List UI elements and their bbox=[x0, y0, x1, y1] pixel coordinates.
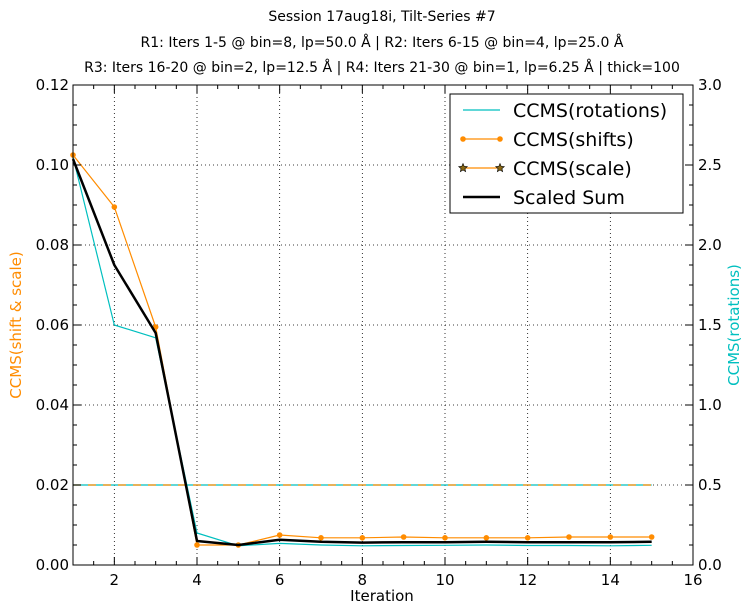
y-right-tick-label: 0.0 bbox=[698, 556, 722, 574]
x-tick-label: 4 bbox=[192, 571, 202, 589]
y-left-tick-label: 0.02 bbox=[36, 476, 69, 494]
y-left-tick-label: 0.04 bbox=[36, 396, 69, 414]
y-axis-label-left: CCMS(shift & scale) bbox=[7, 251, 25, 398]
chart-title-line-2: R1: Iters 1-5 @ bin=8, lp=50.0 Å | R2: I… bbox=[141, 34, 624, 51]
point-shifts bbox=[483, 535, 490, 541]
y-left-tick-label: 0.12 bbox=[36, 76, 69, 94]
x-tick-label: 10 bbox=[435, 571, 454, 589]
y-right-tick-label: 2.5 bbox=[698, 156, 722, 174]
point-shifts bbox=[566, 534, 572, 540]
y-left-tick-label: 0.10 bbox=[36, 156, 69, 174]
y-left-tick-label: 0.06 bbox=[36, 316, 69, 334]
series-line-scaled_sum bbox=[71, 158, 652, 547]
legend-markers-scale bbox=[457, 162, 506, 173]
series-layer bbox=[70, 152, 655, 548]
x-tick-label: 8 bbox=[358, 571, 368, 589]
y-right-tick-label: 1.0 bbox=[698, 396, 722, 414]
point-shifts bbox=[111, 204, 118, 210]
legend-box bbox=[449, 93, 684, 214]
y-left-tick-label: 0.08 bbox=[36, 236, 69, 254]
legend-label-shifts: CCMS(shifts) bbox=[513, 129, 634, 151]
y-right-tick-label: 1.5 bbox=[698, 316, 722, 334]
tick-layer: 2 4 6 8 10 12 14 16 0.00 0.02 0.04 0.06 0.08 0.10 0.12… bbox=[36, 76, 722, 589]
legend-label-rotations: CCMS(rotations) bbox=[513, 100, 667, 122]
point-shifts bbox=[194, 542, 200, 548]
point-shifts bbox=[524, 535, 531, 541]
x-axis-label: Iteration bbox=[350, 587, 414, 605]
legend-label-scale: CCMS(scale) bbox=[513, 158, 632, 180]
x-tick-label: 6 bbox=[275, 571, 285, 589]
y-right-tick-label: 2.0 bbox=[698, 236, 722, 254]
point-shifts bbox=[359, 535, 366, 541]
point-shifts bbox=[318, 535, 324, 541]
y-right-tick-label: 3.0 bbox=[698, 76, 722, 94]
y-axis-label-right: CCMS(rotations) bbox=[725, 264, 743, 386]
y-left-tick-label: 0.00 bbox=[36, 556, 69, 574]
chart-title-line-1: Session 17aug18i, Tilt-Series #7 bbox=[268, 9, 495, 25]
legend-marker-shifts-a bbox=[460, 136, 466, 142]
legend: CCMS(rotations) CCMS(shifts) CCMS(scale)… bbox=[449, 93, 684, 214]
point-shifts bbox=[648, 534, 655, 540]
x-tick-label: 14 bbox=[601, 571, 620, 589]
chart-title-line-3: R3: Iters 16-20 @ bin=2, lp=12.5 Å | R4:… bbox=[84, 59, 680, 76]
point-shifts bbox=[400, 534, 407, 540]
x-tick-label: 12 bbox=[518, 571, 537, 589]
legend-star-marker bbox=[494, 162, 506, 173]
point-shifts bbox=[442, 535, 448, 541]
legend-star-marker bbox=[457, 162, 469, 173]
x-tick-label: 16 bbox=[683, 571, 702, 589]
y-right-tick-label: 0.5 bbox=[698, 476, 722, 494]
x-tick-label: 2 bbox=[110, 571, 120, 589]
point-shifts bbox=[276, 532, 283, 538]
legend-label-scaled-sum: Scaled Sum bbox=[513, 187, 625, 209]
legend-marker-shifts-b bbox=[497, 136, 503, 142]
point-shifts bbox=[607, 534, 614, 540]
